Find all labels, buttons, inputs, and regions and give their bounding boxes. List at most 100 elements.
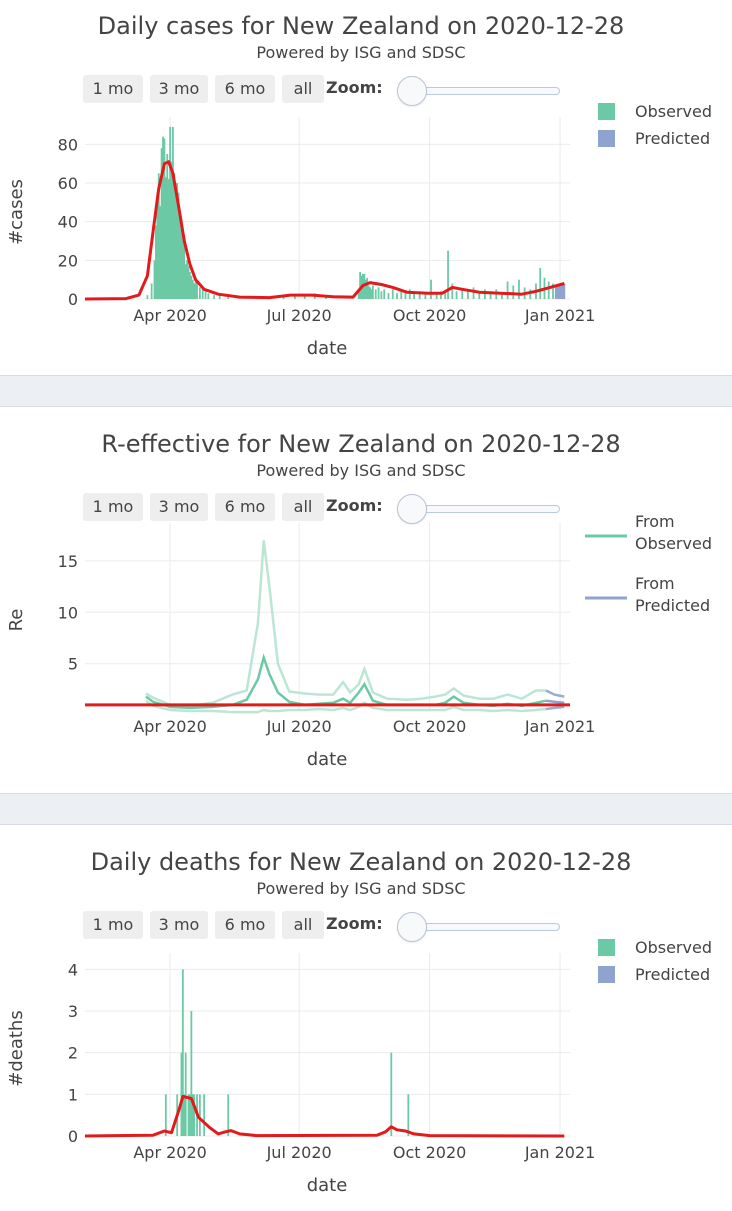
legend-label: Predicted — [635, 129, 710, 148]
x-tick-label: Apr 2020 — [133, 306, 206, 325]
bar — [181, 969, 184, 1136]
x-tick-label: Apr 2020 — [133, 1143, 206, 1162]
bar — [190, 1011, 193, 1136]
x-axis-label: date — [307, 749, 348, 770]
y-tick-label: 15 — [58, 552, 78, 571]
bar — [186, 260, 189, 299]
legend-label: Observed — [635, 938, 712, 957]
bar — [181, 235, 184, 299]
fit-line — [84, 1094, 565, 1138]
y-tick-label: 3 — [68, 1002, 78, 1021]
fit-line — [84, 160, 565, 301]
bar — [203, 1094, 206, 1136]
zoom-slider-handle[interactable] — [397, 494, 427, 524]
bar — [518, 279, 520, 299]
bar — [179, 213, 181, 299]
line-series-observed — [145, 540, 547, 714]
y-tick-label: 0 — [68, 1127, 78, 1146]
chart-title: Daily cases for New Zealand on 2020-12-2… — [97, 12, 625, 40]
bar — [400, 291, 403, 299]
bar — [153, 260, 156, 299]
bar — [466, 291, 469, 299]
legend-label: Observed — [635, 102, 712, 121]
bar — [357, 289, 360, 299]
bar — [444, 293, 447, 299]
bar — [435, 293, 438, 299]
range-1mo-button[interactable]: 1 mo — [83, 911, 143, 939]
y-tick-label: 4 — [68, 960, 78, 979]
bar — [293, 295, 296, 299]
zoom-label: Zoom: — [326, 914, 383, 933]
range-3mo-button[interactable]: 3 mo — [150, 493, 208, 521]
bar — [218, 295, 221, 299]
range-6mo-button[interactable]: 6 mo — [215, 911, 275, 939]
zoom-slider-handle[interactable] — [397, 912, 427, 942]
bar — [174, 186, 177, 299]
zoom-label: Zoom: — [326, 496, 383, 515]
bar — [164, 1094, 167, 1136]
bar — [447, 250, 449, 299]
cases-plot: 0 20 40 60 80 Apr 2020 Jul 2020 Oct 2020 Jan 202… — [6, 102, 712, 359]
bar — [207, 293, 210, 299]
bar — [191, 1094, 194, 1136]
y-axis-label: Re — [6, 609, 27, 632]
bar — [404, 293, 407, 299]
bar — [484, 289, 486, 299]
bar — [170, 161, 173, 299]
bar — [204, 291, 207, 299]
range-3mo-button[interactable]: 3 mo — [150, 75, 208, 103]
bar — [506, 281, 509, 299]
legend-swatch — [598, 130, 615, 147]
bar — [167, 179, 170, 299]
bar — [380, 291, 383, 299]
chart-subtitle: Powered by ISG and SDSC — [256, 43, 466, 62]
x-axis-label: date — [307, 338, 348, 359]
bar — [562, 283, 564, 299]
center-line — [545, 699, 565, 705]
bar — [176, 183, 179, 299]
y-tick-label: 60 — [58, 174, 78, 193]
y-tick-label: 2 — [68, 1044, 78, 1063]
range-all-button[interactable]: all — [282, 911, 324, 939]
bar — [146, 295, 149, 299]
bar — [172, 126, 174, 299]
bar — [472, 287, 475, 299]
y-axis-label: #deaths — [6, 1010, 27, 1086]
y-tick-label: 0 — [68, 290, 78, 309]
y-tick-label: 80 — [58, 135, 78, 154]
bar — [159, 206, 162, 299]
bar — [377, 287, 380, 299]
deaths-plot: 0 1 2 3 4 Apr 2020 Jul 2020 Oct 2020 Jan 2021 dat… — [6, 938, 712, 1196]
bar — [198, 1094, 201, 1136]
zoom-slider-handle[interactable] — [397, 76, 427, 106]
bar — [189, 1094, 191, 1136]
bar — [557, 283, 560, 299]
legend-swatch — [598, 966, 615, 983]
bar — [387, 293, 390, 299]
range-all-button[interactable]: all — [282, 75, 324, 103]
range-1mo-button[interactable]: 1 mo — [83, 75, 143, 103]
bar — [552, 283, 554, 299]
range-3mo-button[interactable]: 3 mo — [150, 911, 208, 939]
y-axis-label: #cases — [6, 179, 27, 245]
bar — [183, 1094, 186, 1136]
bar — [183, 237, 186, 299]
section-divider — [0, 793, 732, 825]
range-6mo-button[interactable]: 6 mo — [215, 493, 275, 521]
range-6mo-button[interactable]: 6 mo — [215, 75, 275, 103]
bar — [155, 225, 157, 299]
bar — [177, 192, 180, 299]
bar — [407, 1094, 410, 1136]
bar — [198, 287, 201, 299]
bar — [478, 293, 481, 299]
bar — [366, 277, 369, 299]
y-tick-label: 5 — [68, 655, 78, 674]
x-tick-label: Jan 2021 — [524, 306, 595, 325]
bar — [189, 271, 191, 299]
section-divider — [0, 375, 732, 407]
gridlines — [85, 522, 570, 710]
range-1mo-button[interactable]: 1 mo — [83, 493, 143, 521]
range-all-button[interactable]: all — [282, 493, 324, 521]
y-tick-label: 40 — [58, 213, 78, 232]
bar — [451, 283, 454, 299]
